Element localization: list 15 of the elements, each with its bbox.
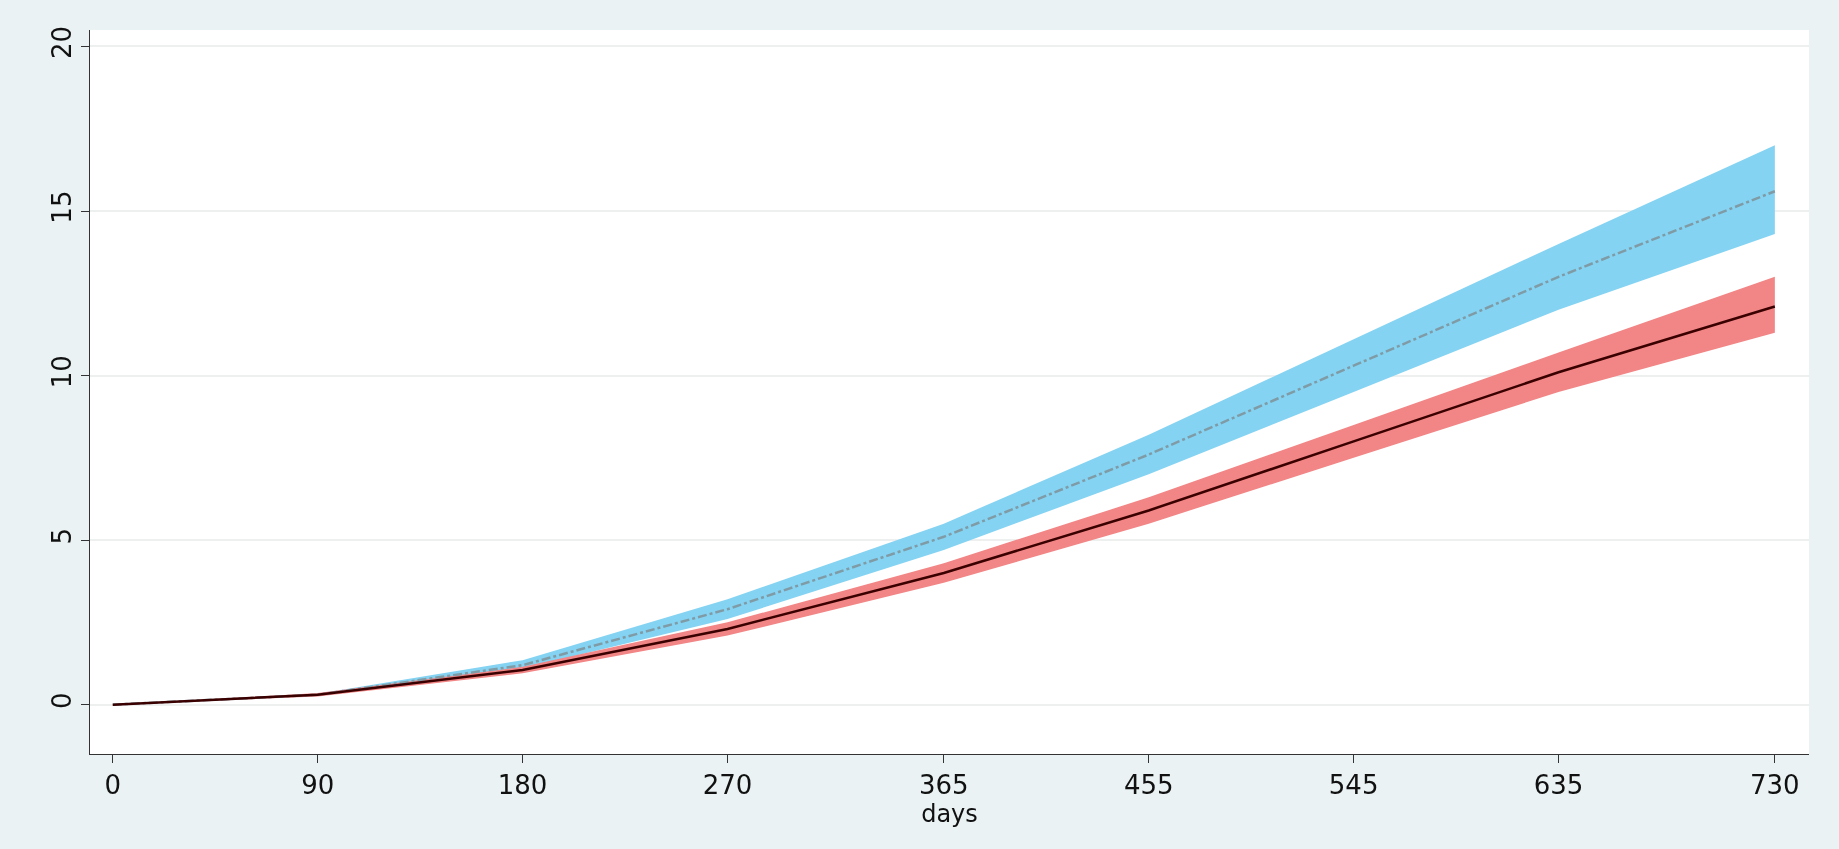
x-axis-title: days xyxy=(921,800,978,829)
x-tick-label: 730 xyxy=(1750,770,1800,801)
x-tick-label: 270 xyxy=(702,770,753,801)
y-tick-label: 20 xyxy=(46,26,77,60)
x-tick-label: 0 xyxy=(104,770,122,801)
x-tick-label: 365 xyxy=(918,770,969,801)
x-tick-label: 90 xyxy=(301,770,335,801)
y-tick-label: 0 xyxy=(46,692,77,710)
y-tick-label: 10 xyxy=(46,355,77,389)
y-tick-label: 5 xyxy=(46,527,77,545)
x-tick-label: 455 xyxy=(1123,770,1174,801)
x-tick-label: 635 xyxy=(1533,770,1584,801)
x-tick-label: 545 xyxy=(1328,770,1379,801)
y-tick-label: 15 xyxy=(46,190,77,224)
x-tick-label: 180 xyxy=(497,770,548,801)
